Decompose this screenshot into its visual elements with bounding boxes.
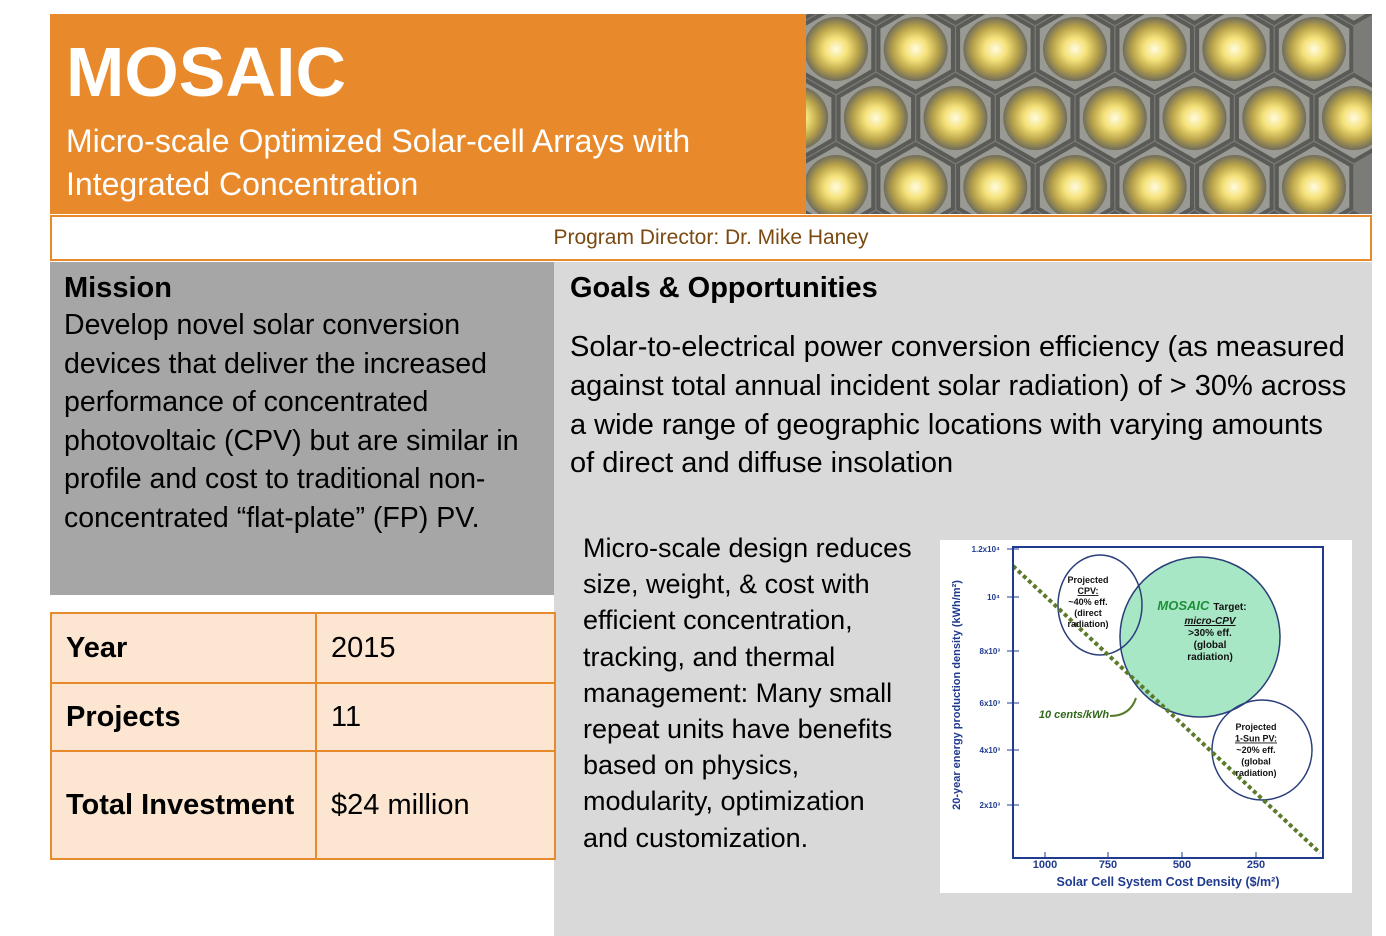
x-tick-label: 1000: [1033, 859, 1057, 871]
x-tick-label: 500: [1173, 859, 1191, 871]
y-tick-label: 4x10³: [980, 746, 1001, 755]
x-tick-label: 750: [1099, 859, 1117, 871]
annotation: 1-Sun PV:: [1235, 734, 1277, 744]
hex-light: [963, 155, 1028, 214]
annotation: CPV:: [1077, 586, 1098, 596]
y-axis-label: 20-year energy production density (kWh/m…: [951, 580, 963, 810]
annotation: Projected: [1235, 722, 1276, 732]
annotation: MOSAIC Target:: [1157, 598, 1246, 613]
hex-light: [806, 87, 829, 149]
annotation: (direct: [1074, 608, 1102, 618]
hex-light: [806, 17, 868, 81]
table-value: $24 million: [315, 750, 556, 860]
hex-light: [1043, 17, 1108, 81]
hex-light: [1043, 155, 1108, 214]
summary-table: Year 2015 Projects 11 Total Investment $24 …: [50, 612, 556, 860]
x-axis-label: Solar Cell System Cost Density ($/m²): [1057, 875, 1280, 889]
hex-light: [1242, 86, 1307, 150]
y-tick-label: 6x10³: [980, 699, 1001, 708]
x-tick-label: 250: [1247, 859, 1265, 871]
figure: 1000 750 500 250 1.2x10⁴ 10⁴ 8x10³ 6x10³ 4x10³ 2x…: [940, 540, 1352, 893]
hex-cell: [1188, 210, 1201, 214]
hex-cell: [1109, 210, 1121, 214]
annotation: radiation): [1067, 619, 1108, 629]
y-tick-label: 1.2x10⁴: [972, 545, 1000, 554]
hex-light: [963, 17, 1028, 81]
program-director: Program Director: Dr. Mike Haney: [50, 215, 1372, 261]
hex-cell: [1015, 14, 1055, 26]
y-tick-label: 2x10³: [980, 801, 1001, 810]
hex-cell: [1334, 14, 1372, 26]
y-tick-label: 8x10³: [980, 647, 1001, 656]
title: MOSAIC: [66, 33, 346, 111]
hex-light: [1003, 86, 1068, 150]
mission-box: Mission Develop novel solar conversion d…: [50, 262, 554, 595]
line-label: 10 cents/kWh: [1039, 709, 1110, 721]
hex-cell: [1348, 210, 1360, 214]
hex-light: [923, 86, 988, 150]
table-label: Total Investment: [50, 750, 317, 860]
hex-light: [1282, 17, 1347, 81]
annotation: Projected: [1067, 575, 1108, 585]
goals-detail: Micro-scale design reduces size, weight,…: [583, 533, 912, 853]
header: MOSAIC Micro-scale Optimized Solar-cell …: [50, 14, 806, 214]
annotation: ~20% eff.: [1236, 745, 1275, 755]
hex-cell: [1029, 210, 1041, 214]
goals-text: Solar-to-electrical power conversion eff…: [570, 331, 1347, 480]
hex-light: [1202, 17, 1267, 81]
mission-heading: Mission: [64, 272, 172, 304]
annotation: micro-CPV: [1184, 616, 1236, 627]
table-value: 2015: [315, 612, 556, 684]
hex-cell: [856, 14, 896, 26]
annotation: radiation): [1187, 652, 1233, 663]
mission-text: Develop novel solar conversion devices t…: [64, 309, 519, 534]
header-image: [806, 14, 1372, 214]
hex-cell: [806, 14, 816, 20]
hex-cell: [1095, 14, 1135, 26]
hex-light: [806, 155, 868, 214]
hex-light: [883, 155, 948, 214]
hex-cell: [1254, 14, 1294, 26]
hex-light: [1202, 155, 1267, 214]
annotation: MOSAIC: [1157, 598, 1210, 613]
hex-cell: [870, 210, 882, 214]
hex-cell: [949, 210, 962, 214]
hex-light: [1122, 17, 1187, 81]
table-value: 11: [315, 682, 556, 752]
hex-light: [1082, 86, 1147, 150]
hex-light: [1122, 155, 1187, 214]
annotation: (global: [1241, 757, 1271, 767]
hex-cell: [935, 14, 976, 26]
annotation: (global: [1194, 640, 1227, 651]
hex-light: [1162, 86, 1227, 150]
hex-light: [843, 86, 908, 150]
table-label: Year: [50, 612, 317, 684]
hex-cell: [1268, 210, 1280, 214]
annotation: >30% eff.: [1188, 628, 1232, 639]
goals-heading: Goals & Opportunities: [570, 272, 878, 304]
hex-cell: [1174, 14, 1215, 26]
y-tick-label: 10⁴: [987, 593, 1000, 602]
subtitle: Micro-scale Optimized Solar-cell Arrays …: [66, 123, 691, 202]
annotation: ~40% eff.: [1068, 597, 1107, 607]
annotation: radiation): [1235, 768, 1276, 778]
table-label: Projects: [50, 682, 317, 752]
annotation: Target:: [1213, 602, 1246, 613]
hex-light: [883, 17, 948, 81]
hex-light: [1321, 86, 1372, 150]
hex-light: [1282, 155, 1347, 214]
